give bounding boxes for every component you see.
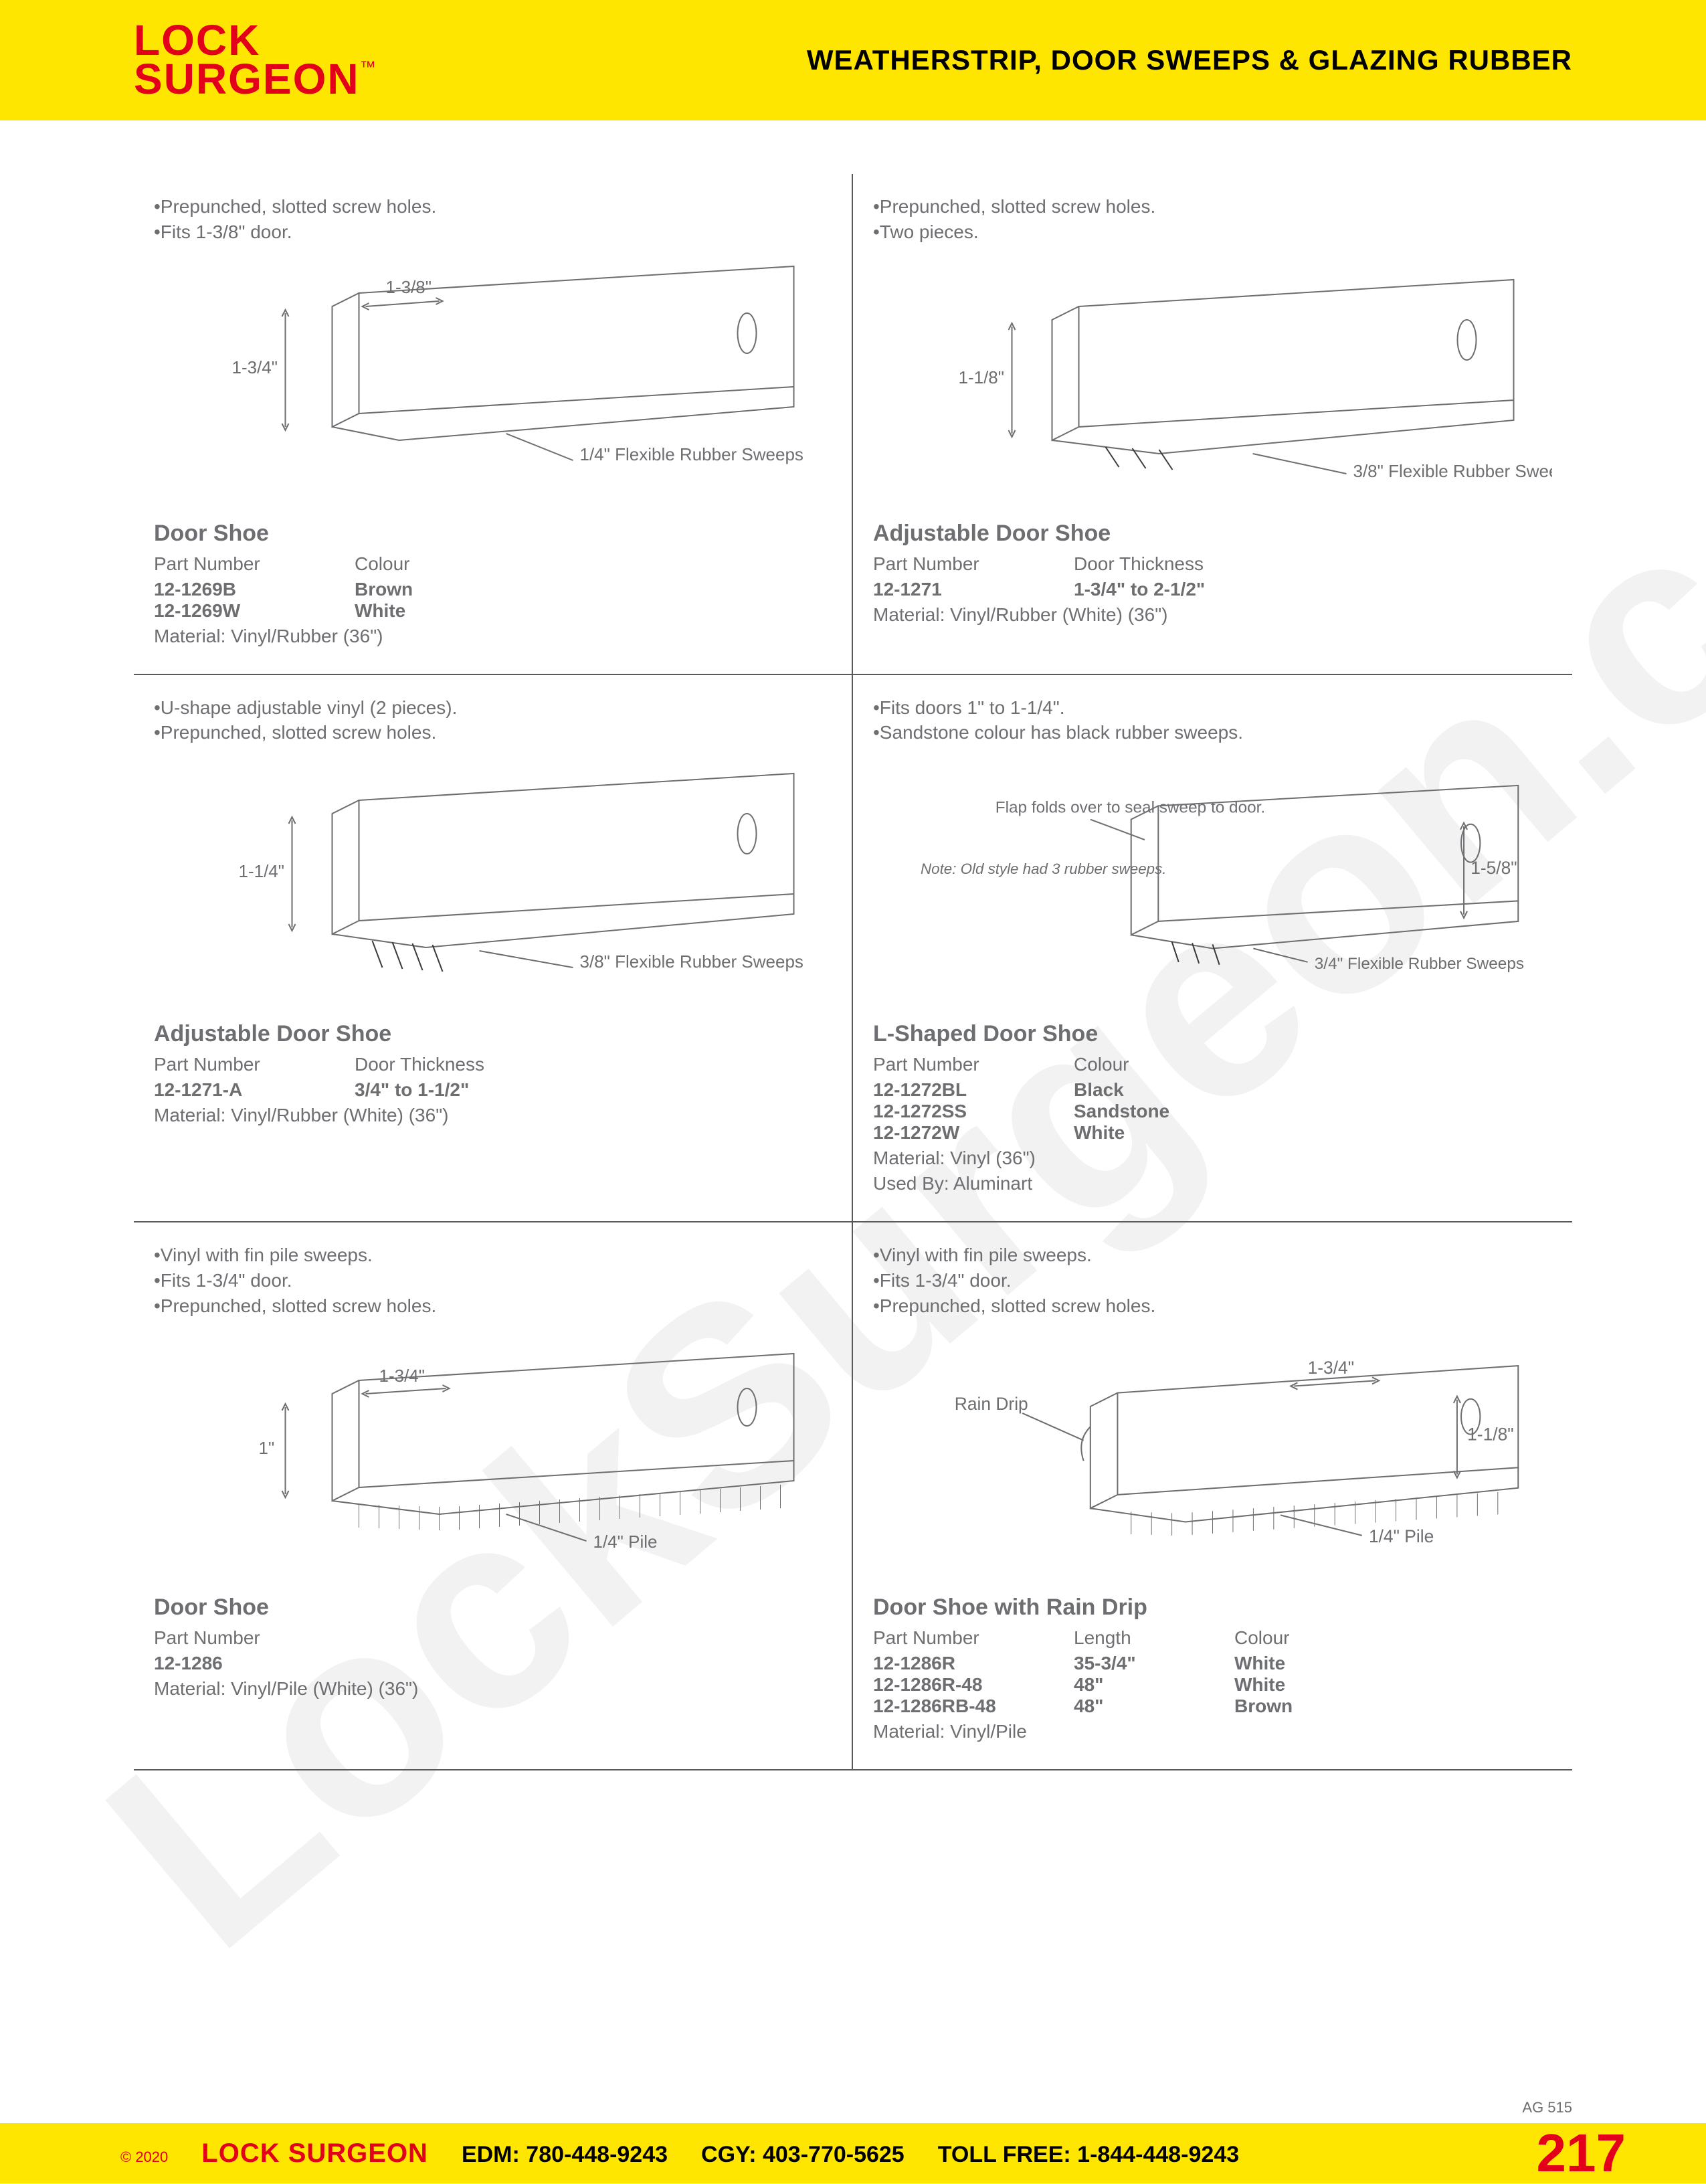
- material: Material: Vinyl/Rubber (White) (36"): [873, 604, 1552, 626]
- spec-table: Part Number Door Thickness 12-1271-A 3/4…: [154, 1054, 832, 1101]
- product-diagram: Rain Drip 1-3/4" 1-1/8" 1/4" Pile: [873, 1327, 1552, 1581]
- logo-line2: SURGEON: [134, 55, 360, 103]
- footer-cgy: CGY: 403-770-5625: [701, 2142, 905, 2168]
- svg-text:Note: Old style had 3 rubber s: Note: Old style had 3 rubber sweeps.: [921, 860, 1166, 877]
- svg-text:1-3/4": 1-3/4": [232, 357, 278, 377]
- footer-logo: LOCK SURGEON: [201, 2138, 428, 2169]
- content: •Prepunched, slotted screw holes. •Fits …: [0, 120, 1706, 1797]
- product-diagram: 1-1/8" 3/8" Flexible Rubber Sweeps: [873, 253, 1552, 507]
- product-title: Door Shoe: [154, 1595, 832, 1621]
- bullets: •U-shape adjustable vinyl (2 pieces). •P…: [154, 695, 832, 746]
- logo: LOCK SURGEON™: [134, 21, 376, 98]
- svg-text:1-5/8": 1-5/8": [1471, 858, 1517, 878]
- product-cell: •U-shape adjustable vinyl (2 pieces). •P…: [134, 675, 853, 1223]
- page-title: WEATHERSTRIP, DOOR SWEEPS & GLAZING RUBB…: [807, 44, 1572, 76]
- material: Material: Vinyl/Pile: [873, 1721, 1552, 1742]
- header-bar: LOCK SURGEON™ WEATHERSTRIP, DOOR SWEEPS …: [0, 0, 1706, 120]
- copyright: © 2020: [120, 2149, 168, 2166]
- spec-table: Part Number Colour 12-1269B Brown 12-126…: [154, 553, 832, 622]
- bullets: •Vinyl with fin pile sweeps. •Fits 1-3/4…: [154, 1243, 832, 1318]
- spec-table: Part Number 12-1286: [154, 1627, 832, 1674]
- ag-code: AG 515: [1522, 2099, 1572, 2116]
- svg-text:1/4" Pile: 1/4" Pile: [593, 1532, 658, 1552]
- product-title: L-Shaped Door Shoe: [873, 1021, 1552, 1047]
- bullets: •Fits doors 1" to 1-1/4". •Sandstone col…: [873, 695, 1552, 746]
- svg-text:1-3/4": 1-3/4": [379, 1366, 425, 1386]
- spec-table: Part Number Colour 12-1272BLBlack 12-127…: [873, 1054, 1552, 1144]
- svg-text:1": 1": [259, 1438, 275, 1458]
- spec-table: Part Number Length Colour 12-1286R35-3/4…: [873, 1627, 1552, 1717]
- bullets: •Prepunched, slotted screw holes. •Fits …: [154, 194, 832, 245]
- material: Material: Vinyl/Rubber (36"): [154, 626, 832, 647]
- svg-text:1-1/8": 1-1/8": [1467, 1424, 1513, 1444]
- page-number: 217: [1537, 2122, 1626, 2184]
- material: Material: Vinyl/Rubber (White) (36"): [154, 1105, 832, 1126]
- material: Material: Vinyl/Pile (White) (36"): [154, 1678, 832, 1700]
- product-diagram: 1" 1-3/4" 1/4" Pile: [154, 1327, 832, 1581]
- material: Material: Vinyl (36"): [873, 1148, 1552, 1169]
- product-cell: •Prepunched, slotted screw holes. •Fits …: [134, 174, 853, 675]
- svg-text:3/4" Flexible Rubber Sweeps: 3/4" Flexible Rubber Sweeps: [1315, 955, 1524, 973]
- svg-text:1-3/4": 1-3/4": [1308, 1358, 1354, 1378]
- footer-bar: © 2020 LOCK SURGEON EDM: 780-448-9243 CG…: [0, 2123, 1706, 2183]
- svg-text:1-3/8": 1-3/8": [386, 277, 432, 297]
- footer-edm: EDM: 780-448-9243: [462, 2142, 668, 2168]
- product-cell: •Prepunched, slotted screw holes. •Two p…: [853, 174, 1572, 675]
- product-cell: •Vinyl with fin pile sweeps. •Fits 1-3/4…: [134, 1222, 853, 1770]
- product-title: Adjustable Door Shoe: [154, 1021, 832, 1047]
- catalog-page: LockSurgeon.com LOCK SURGEON™ WEATHERSTR…: [0, 0, 1706, 2183]
- svg-text:Flap folds over to seal sweep: Flap folds over to seal sweep to door.: [996, 799, 1266, 817]
- svg-text:1-1/8": 1-1/8": [959, 367, 1005, 387]
- bullets: •Prepunched, slotted screw holes. •Two p…: [873, 194, 1552, 245]
- product-title: Door Shoe with Rain Drip: [873, 1595, 1552, 1621]
- svg-text:1-1/4": 1-1/4": [239, 861, 285, 881]
- product-grid: •Prepunched, slotted screw holes. •Fits …: [134, 174, 1572, 1770]
- footer-toll: TOLL FREE: 1-844-448-9243: [938, 2142, 1239, 2168]
- bullets: •Vinyl with fin pile sweeps. •Fits 1-3/4…: [873, 1243, 1552, 1318]
- logo-tm: ™: [360, 58, 376, 76]
- product-title: Adjustable Door Shoe: [873, 521, 1552, 547]
- product-cell: •Fits doors 1" to 1-1/4". •Sandstone col…: [853, 675, 1572, 1223]
- product-diagram: 1-3/4" 1-3/8" 1/4" Flexible Rubber Sweep…: [154, 253, 832, 507]
- svg-text:1/4" Flexible Rubber Sweeps: 1/4" Flexible Rubber Sweeps: [580, 444, 803, 464]
- svg-text:Rain Drip: Rain Drip: [955, 1394, 1028, 1414]
- product-diagram: 1-5/8" Flap folds over to seal sweep to …: [873, 753, 1552, 1008]
- product-cell: •Vinyl with fin pile sweeps. •Fits 1-3/4…: [853, 1222, 1572, 1770]
- product-title: Door Shoe: [154, 521, 832, 547]
- svg-text:1/4" Pile: 1/4" Pile: [1369, 1526, 1434, 1546]
- used-by: Used By: Aluminart: [873, 1173, 1552, 1194]
- svg-text:3/8" Flexible Rubber Sweeps: 3/8" Flexible Rubber Sweeps: [580, 951, 803, 972]
- spec-table: Part Number Door Thickness 12-1271 1-3/4…: [873, 553, 1552, 600]
- svg-text:3/8" Flexible Rubber Sweeps: 3/8" Flexible Rubber Sweeps: [1353, 461, 1553, 481]
- product-diagram: 1-1/4" 3/8" Flexible Rubber Sweeps: [154, 753, 832, 1008]
